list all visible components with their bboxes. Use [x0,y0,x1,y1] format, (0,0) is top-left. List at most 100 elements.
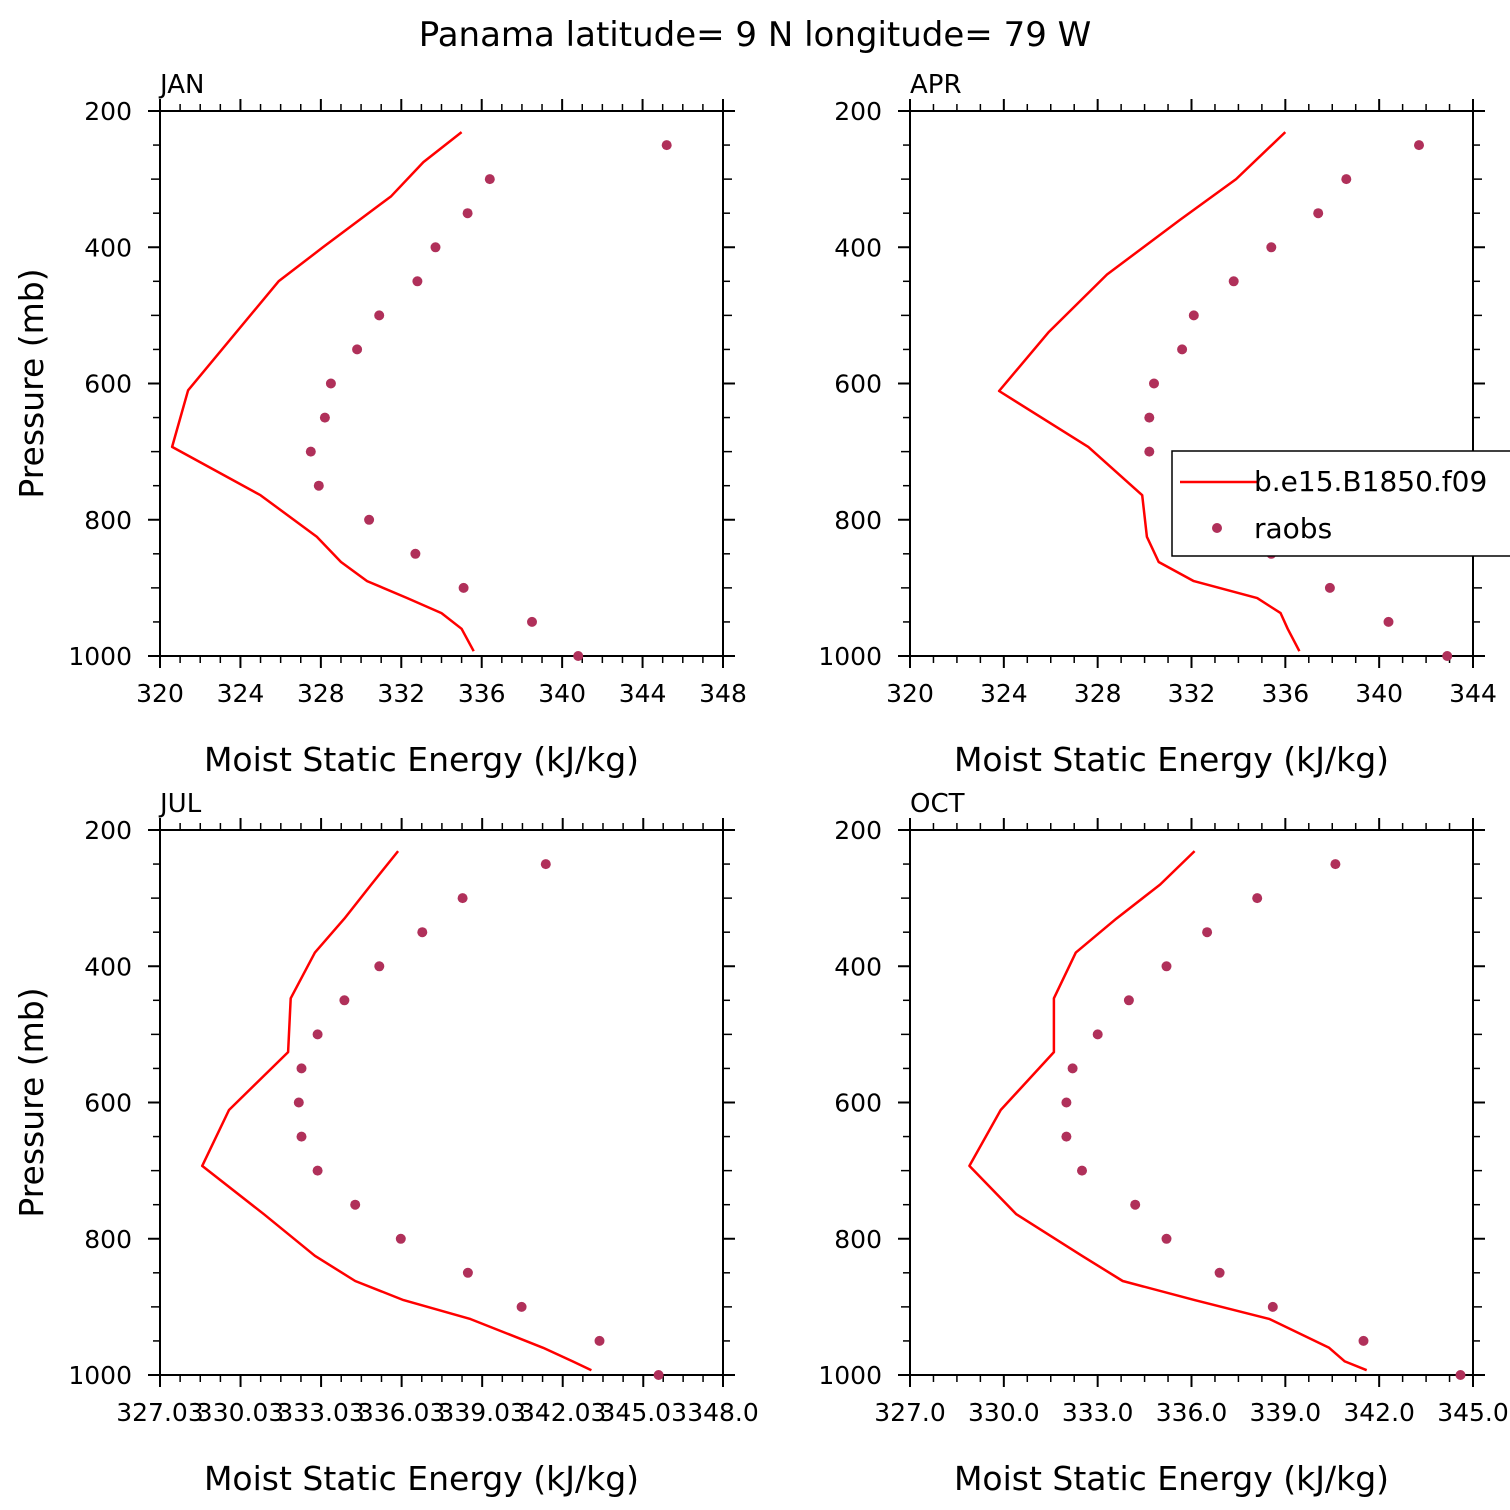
y-tick-label: 200 [834,816,882,845]
model-line-series [997,131,1301,652]
raobs-point [457,893,468,904]
y-tick-label: 400 [84,952,132,981]
x-tick-label: 344 [619,679,667,708]
x-tick-label: 324 [217,679,265,708]
y-tick-label: 1000 [818,1361,882,1390]
raobs-point [352,344,363,355]
x-tick-label: 340 [538,679,586,708]
x-tick-label: 328 [297,679,345,708]
y-tick-label: 800 [834,506,882,535]
x-tick-label: 345.03 [600,1398,687,1427]
panel-apr: APR 320 324 328 332 336 340 344 200 400 600 800 1000… [818,70,1510,779]
x-tick-label: 333.0 [1062,1398,1134,1427]
legend-box [1171,450,1510,557]
panel-jul: JUL327.03330.03333.03336.03339.03342.033… [12,789,759,1498]
raobs-point [1252,893,1263,904]
raobs-point [1214,1267,1225,1278]
raobs-point [1177,344,1188,355]
x-tick-label: 344 [1449,679,1497,708]
plot-frame [909,829,1474,1376]
raobs-point [1130,1199,1141,1210]
y-axis-title: Pressure (mb) [12,987,51,1217]
raobs-point [1149,378,1159,389]
raobs-point [1414,140,1424,151]
raobs-point [1161,1233,1172,1244]
raobs-point [430,242,441,253]
raobs-point [1067,1063,1078,1074]
x-tick-label: 330.0 [968,1398,1040,1427]
x-tick-label: 336 [1261,679,1309,708]
x-tick-label: 336.0 [1156,1398,1228,1427]
raobs-point [1330,859,1341,870]
raobs-point [1266,242,1277,253]
y-axis-title: Pressure (mb) [12,268,51,498]
panels-group: JAN 320 324 328 332 336 340 344 348 200 400 600 800 1… [12,70,1510,1498]
raobs-point [1144,412,1155,423]
raobs-point [305,446,316,457]
panel-jan: JAN 320 324 328 332 336 340 344 348 200 400 600 800 1… [12,70,747,779]
y-tick-label: 1000 [68,1361,132,1390]
x-tick-label: 348.0 [687,1398,759,1427]
raobs-point [573,651,584,661]
raobs-point [1313,208,1324,219]
raobs-point [312,1029,323,1040]
raobs-point [1161,961,1172,972]
raobs-point [1092,1029,1103,1040]
x-tick-label: 328 [1074,679,1122,708]
raobs-point [540,859,551,870]
plot-frame [159,829,724,1376]
y-tick-label: 200 [84,97,132,126]
raobs-point [1383,616,1394,627]
raobs-point [1061,1097,1072,1108]
raobs-point [594,1335,605,1346]
raobs-point [293,1097,304,1108]
raobs-point [325,378,336,389]
y-tick-label: 800 [84,1225,132,1254]
x-tick-label: 339.0 [1250,1398,1322,1427]
raobs-point [1061,1131,1072,1142]
panel-label: JAN [158,70,204,100]
x-tick-label: 336 [458,679,506,708]
y-tick-label: 400 [834,952,882,981]
raobs-point [1123,995,1134,1006]
raobs-point [1358,1335,1369,1346]
raobs-point [462,208,473,219]
raobs-point [458,582,469,593]
panel-oct: OCT 327.0 330.0 333.0 336.0 339.0 342.0 345.0 20… [818,789,1508,1498]
x-tick-label: 336.03 [358,1398,445,1427]
raobs-point [1077,1165,1087,1176]
raobs-point [296,1063,307,1074]
y-tick-label: 800 [834,1225,882,1254]
x-tick-label: 320 [136,679,184,708]
x-tick-label: 342.0 [1343,1398,1415,1427]
raobs-point [1442,651,1453,661]
x-axis-title: Moist Static Energy (kJ/kg) [204,740,639,779]
x-tick-label: 348 [699,679,747,708]
raobs-point [313,480,324,491]
raobs-point [1188,310,1199,321]
panel-label: JUL [158,789,202,819]
legend-marker-swatch [1212,523,1222,533]
x-tick-label: 320 [886,679,934,708]
x-tick-label: 339.03 [438,1398,525,1427]
x-tick-label: 327.0 [874,1398,946,1427]
legend-label-raobs: raobs [1254,512,1332,545]
raobs-point [1324,582,1335,593]
panel-label: OCT [910,789,965,819]
y-tick-label: 600 [84,370,132,399]
figure-title: Panama latitude= 9 N longitude= 79 W [419,15,1092,55]
raobs-point [1202,927,1213,938]
raobs-point [1267,1301,1278,1312]
raobs-point [1455,1370,1466,1380]
raobs-point [410,548,421,559]
x-tick-label: 333.03 [277,1398,364,1427]
raobs-point [1144,446,1155,457]
x-tick-label: 324 [980,679,1028,708]
x-axis-title: Moist Static Energy (kJ/kg) [954,740,1389,779]
raobs-point [1228,276,1239,287]
model-line-series [200,850,592,1372]
legend: b.e15.B1850.f09 raobs [1171,450,1510,557]
x-tick-label: 332 [1168,679,1216,708]
raobs-point [339,995,350,1006]
x-axis-title: Moist Static Energy (kJ/kg) [954,1459,1389,1498]
